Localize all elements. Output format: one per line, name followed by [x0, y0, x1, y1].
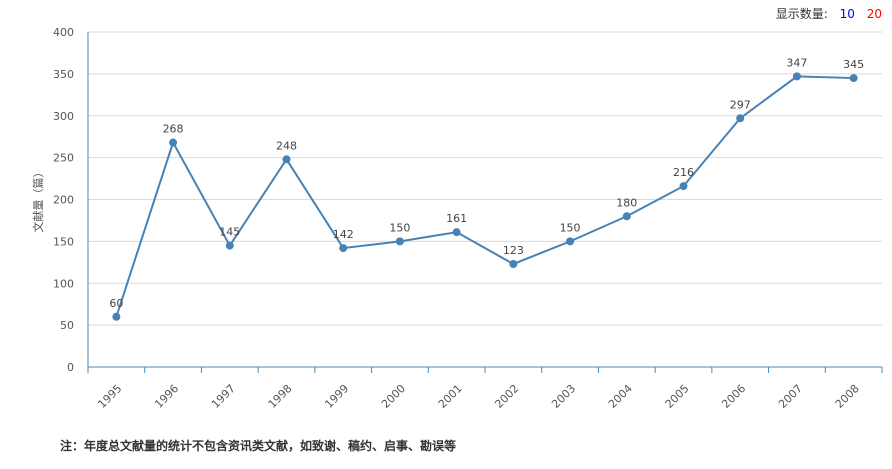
data-label-1997: 145 [219, 226, 240, 239]
x-tick-label-1999: 1999 [322, 382, 351, 411]
data-label-1998: 248 [276, 139, 297, 152]
x-tick-label-2008: 2008 [833, 382, 862, 411]
y-tick-label-400: 400 [53, 26, 74, 39]
data-label-2006: 297 [730, 98, 751, 111]
x-tick-label-2006: 2006 [719, 382, 748, 411]
y-tick-label-250: 250 [53, 152, 74, 165]
y-tick-label-150: 150 [53, 235, 74, 248]
count-option-20[interactable]: 20 [866, 7, 882, 21]
data-point-2001 [452, 228, 461, 237]
data-point-1996 [169, 138, 178, 147]
data-label-1999: 142 [333, 228, 354, 241]
y-tick-label-100: 100 [53, 277, 74, 290]
data-label-1995: 60 [109, 297, 123, 310]
data-point-2008 [849, 74, 858, 83]
x-tick-label-2003: 2003 [549, 382, 578, 411]
data-label-2005: 216 [673, 166, 694, 179]
x-tick-label-1997: 1997 [209, 382, 238, 411]
data-label-2000: 150 [389, 221, 410, 234]
x-tick-label-1996: 1996 [152, 382, 181, 411]
x-tick-label-2002: 2002 [492, 382, 521, 411]
data-point-1997 [225, 241, 234, 250]
x-tick-label-2000: 2000 [379, 382, 408, 411]
x-tick-label-1998: 1998 [266, 382, 295, 411]
x-tick-label-2007: 2007 [776, 382, 805, 411]
y-tick-label-200: 200 [53, 194, 74, 207]
data-point-2005 [679, 182, 688, 191]
data-point-2007 [792, 72, 801, 81]
display-count-control: 显示数量: 10 20 [768, 5, 882, 22]
data-label-2002: 123 [503, 244, 524, 257]
data-point-2000 [395, 237, 404, 246]
data-point-2006 [736, 114, 745, 123]
literature-count-line-chart: 0 50 100 150 200 250 300 350 400 1995 1996 1997 1998… [31, 26, 883, 411]
count-option-10[interactable]: 10 [839, 7, 855, 21]
y-tick-label-0: 0 [67, 361, 74, 374]
series-line [115, 75, 854, 318]
x-tick-label-1995: 1995 [95, 382, 124, 411]
data-label-2004: 180 [616, 196, 637, 209]
data-point-2002 [509, 259, 518, 268]
data-label-1996: 268 [163, 123, 184, 136]
data-point-1999 [339, 244, 348, 253]
data-label-2001: 161 [446, 212, 467, 225]
data-point-1995 [112, 312, 121, 321]
footnote: 注：年度总文献量的统计不包含资讯类文献，如致谢、稿约、启事、勘误等 [60, 439, 457, 453]
x-tick-label-2004: 2004 [606, 382, 635, 411]
y-axis-title: 文献量（篇） [31, 167, 45, 233]
x-tick-label-2005: 2005 [663, 382, 692, 411]
data-label-2008: 345 [843, 58, 864, 71]
y-tick-label-50: 50 [60, 319, 74, 332]
y-tick-label-350: 350 [53, 68, 74, 81]
data-point-1998 [282, 155, 291, 164]
data-label-2003: 150 [560, 221, 581, 234]
x-tick-label-2001: 2001 [436, 382, 465, 411]
display-count-label: 显示数量: [775, 7, 828, 21]
data-point-2004 [622, 212, 631, 221]
data-label-2007: 347 [786, 56, 807, 69]
data-point-2003 [566, 237, 575, 246]
y-tick-label-300: 300 [53, 110, 74, 123]
